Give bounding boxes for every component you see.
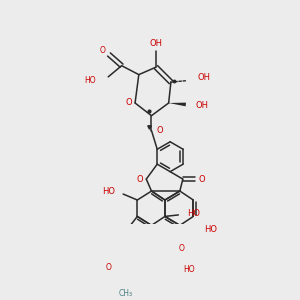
Text: OH: OH [197,73,210,82]
Text: O: O [178,244,184,253]
Text: O: O [106,263,112,272]
Text: O: O [136,175,143,184]
Text: O: O [199,175,206,184]
Text: O: O [126,98,132,107]
Polygon shape [169,103,186,106]
Text: OH: OH [196,101,208,110]
Text: HO: HO [204,225,217,234]
Text: O: O [99,46,105,55]
Text: CH₃: CH₃ [119,289,133,298]
Text: OH: OH [149,39,163,48]
Text: HO: HO [102,187,115,196]
Text: HO: HO [187,209,200,218]
Text: HO: HO [85,76,96,85]
Text: O: O [156,126,163,135]
Text: HO: HO [184,265,195,274]
